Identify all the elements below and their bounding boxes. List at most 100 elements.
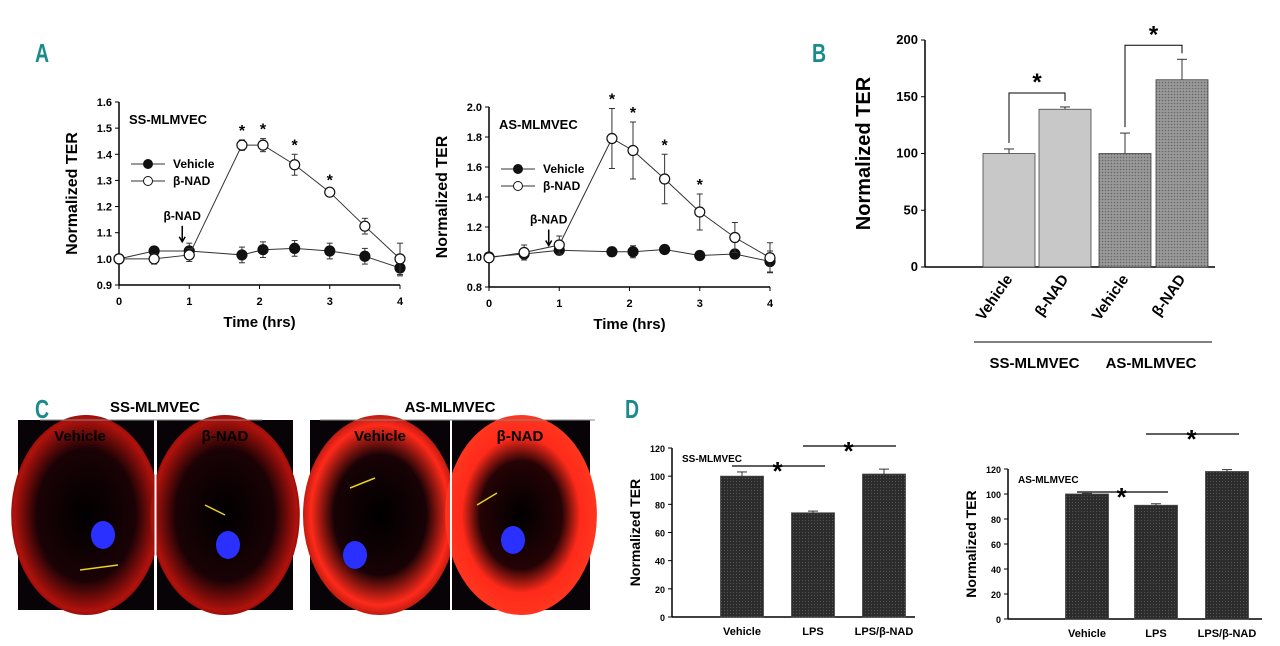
bar-Vehicle [1098, 153, 1152, 268]
y-tick-label: 0 [660, 613, 665, 623]
x-tick-label: 3 [327, 296, 333, 308]
y-tick-label: 1.5 [97, 123, 112, 135]
x-tick-label: 2 [626, 298, 632, 310]
chart-D-left: 0 20 40 60 80 100 120 Normalized TER Vehicle LPS L… [627, 436, 915, 638]
significance-bracket [1124, 44, 1183, 128]
data-point [606, 246, 618, 258]
data-point [183, 249, 195, 261]
y-tick-label: 1.6 [97, 97, 112, 109]
bar-LPS/β-NAD [1205, 471, 1249, 620]
panel-label-a: A [35, 38, 49, 67]
y-tick-label: 100 [896, 146, 918, 161]
x-axis-label: Time (hrs) [223, 314, 295, 331]
annotation-arrowhead [545, 240, 553, 247]
chart-A-right: 0.8 1.0 1.2 1.4 1.6 1.8 2.0 Normalized TER 0 1 2 3 4… [434, 92, 776, 333]
annotation-arrowhead [178, 236, 186, 244]
significance-star: * [327, 173, 334, 190]
y-tick-label: 80 [655, 500, 665, 510]
bar-LPS/β-NAD [862, 473, 906, 618]
chart-D-right: 0 20 40 60 80 100 120 Normalized TER Vehicle LPS L… [963, 424, 1262, 640]
data-point [394, 253, 406, 265]
x-tick-label: β-NAD [1032, 271, 1073, 319]
y-tick-label: 1.3 [97, 175, 112, 187]
significance-bracket [1008, 92, 1066, 143]
y-tick-label: 40 [991, 565, 1001, 575]
y-axis-label: Normalized TER [64, 132, 81, 255]
legend-label: Vehicle [543, 162, 585, 176]
x-axis-label: Time (hrs) [593, 316, 665, 333]
x-tick-label: 0 [486, 298, 492, 310]
group-label: SS-MLMVEC [990, 355, 1080, 372]
annotation-label: β-NAD [164, 209, 202, 223]
nucleus [216, 531, 240, 559]
x-tick-label: 1 [556, 298, 562, 310]
series-line-β-NAD [488, 137, 771, 259]
chart-A-left: 0.9 1.0 1.1 1.2 1.3 1.4 1.5 1.6 Normalized TER 0 1… [64, 97, 406, 331]
data-point [659, 243, 671, 256]
actin-stain [11, 415, 161, 615]
significance-star: * [260, 122, 267, 139]
bar-Vehicle [1065, 493, 1109, 620]
significance-star: * [1149, 21, 1159, 48]
x-tick-label: 4 [767, 298, 774, 310]
x-tick-label: Vehicle [973, 272, 1017, 324]
data-point [627, 144, 639, 157]
panel-c-label: β-NAD [497, 428, 544, 445]
y-axis-label: Normalized TER [853, 76, 875, 230]
arrow-icon [476, 492, 498, 506]
panel-label-c: C [35, 394, 49, 423]
y-tick-label: 2.0 [467, 102, 482, 114]
panel-c-group-title: AS-MLMVEC [405, 399, 496, 416]
nucleus [501, 526, 525, 554]
significance-star: * [662, 137, 669, 154]
x-tick-label: LPS [1145, 628, 1166, 640]
legend-marker [143, 176, 153, 186]
data-point [729, 231, 741, 244]
data-point [257, 139, 269, 151]
panel-label-d: D [625, 394, 639, 423]
arrow-icon [79, 564, 119, 571]
bar-β-NAD [1155, 79, 1209, 268]
y-tick-label: 0.8 [467, 282, 482, 294]
chart-title: SS-MLMVEC [129, 112, 208, 127]
actin-stain [303, 415, 457, 615]
chart-title: SS-MLMVEC [682, 454, 742, 465]
chart-title: AS-MLMVEC [499, 117, 578, 132]
y-axis-label: Normalized TER [963, 490, 979, 597]
y-tick-label: 100 [986, 490, 1001, 500]
significance-star: * [843, 436, 854, 466]
y-tick-label: 1.1 [97, 228, 112, 240]
bar-Vehicle [720, 475, 764, 618]
x-tick-label: Vehicle [1089, 272, 1133, 324]
data-point [483, 252, 495, 264]
x-tick-label: β-NAD [1149, 271, 1190, 319]
y-tick-label: 50 [904, 202, 918, 217]
data-point [359, 220, 371, 232]
significance-star: * [1186, 424, 1197, 454]
micrograph [11, 415, 161, 615]
group-label: AS-MLMVEC [1106, 355, 1197, 372]
legend-marker [513, 181, 523, 191]
data-point [518, 246, 530, 259]
data-point [324, 245, 336, 257]
bar-LPS [791, 512, 835, 618]
x-tick-label: LPS [802, 626, 823, 638]
data-point [764, 252, 776, 264]
data-point [694, 249, 706, 262]
data-point [148, 253, 160, 265]
x-tick-label: 2 [256, 296, 262, 308]
y-tick-label: 200 [896, 32, 918, 47]
y-tick-label: 1.0 [97, 254, 112, 266]
bar-LPS [1134, 504, 1178, 620]
y-tick-label: 1.2 [467, 222, 482, 234]
x-tick-label: LPS/β-NAD [1198, 628, 1257, 640]
arrow-icon [204, 504, 226, 516]
y-tick-label: 150 [896, 89, 918, 104]
panel-c-label: β-NAD [202, 428, 249, 445]
y-tick-label: 20 [991, 590, 1001, 600]
y-axis-label: Normalized TER [627, 479, 643, 586]
data-point [257, 244, 269, 256]
y-tick-label: 0 [996, 615, 1001, 625]
